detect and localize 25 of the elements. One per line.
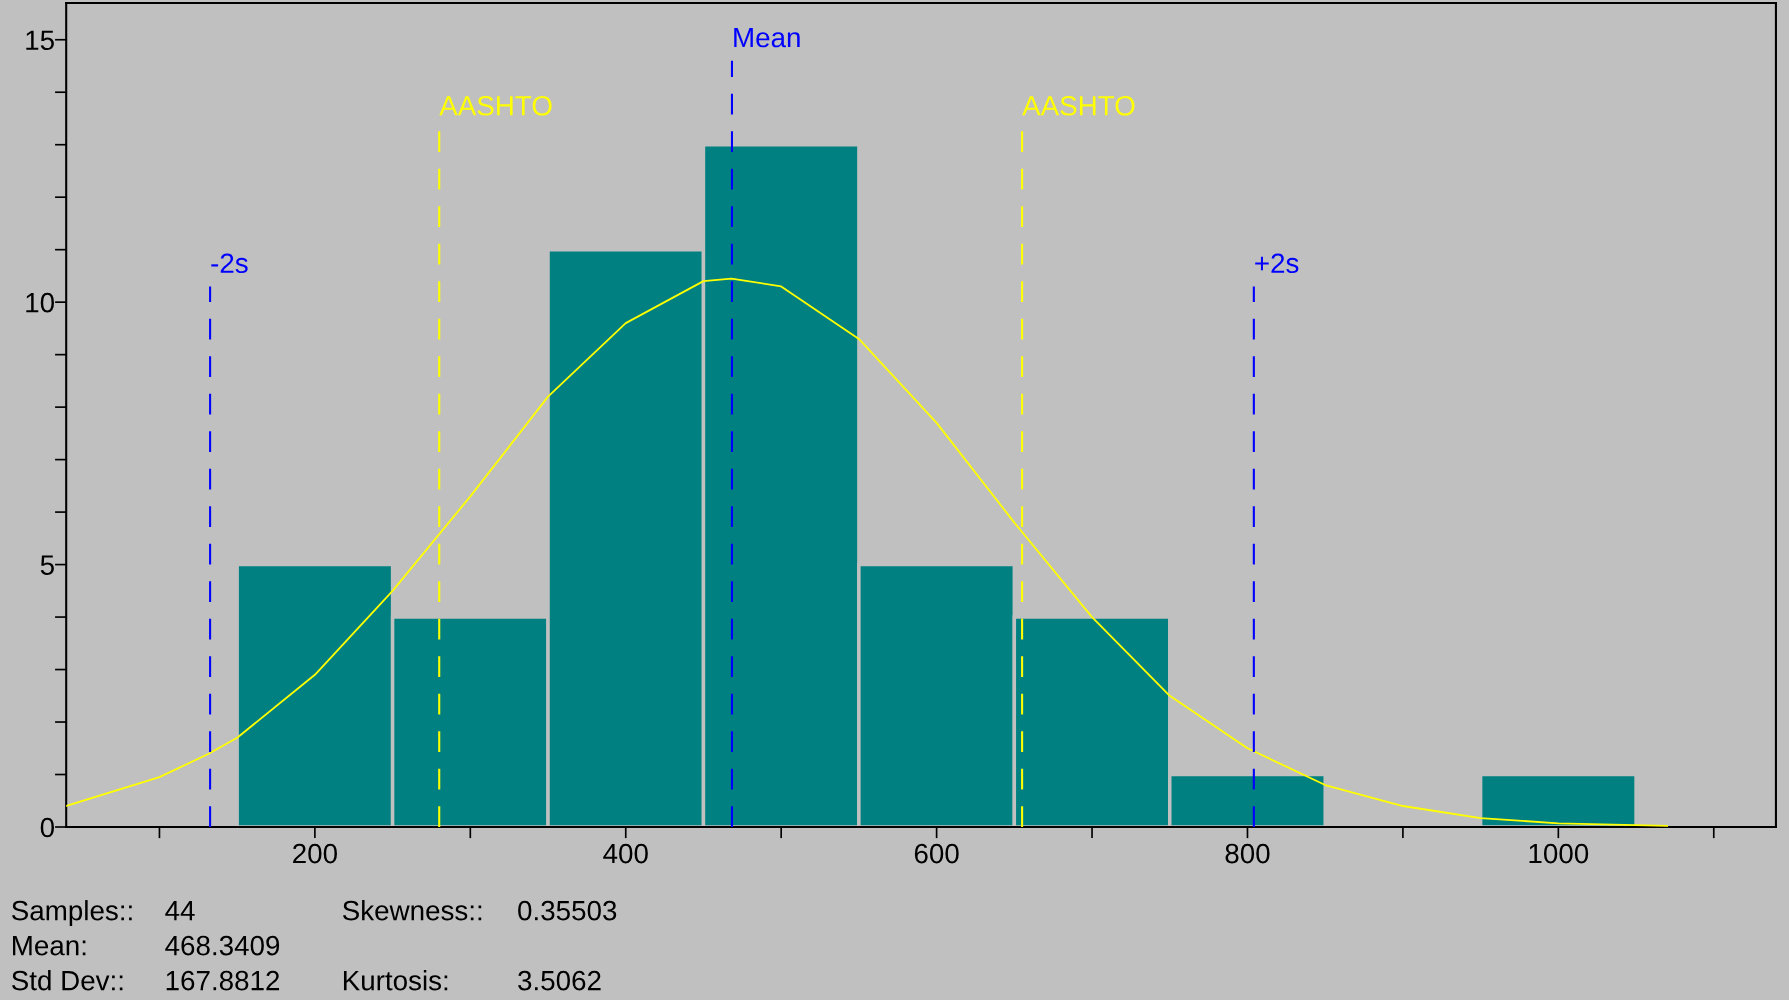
text: Std Dev:: bbox=[12, 970, 123, 991]
y-tick-label: 5 bbox=[40, 555, 54, 575]
x-tick-label: 200 bbox=[293, 843, 337, 864]
y-tick-label: 0 bbox=[40, 817, 54, 838]
line-series bbox=[66, 277, 1669, 827]
ref-line-label: AASHTO bbox=[1022, 95, 1135, 116]
y-tick-label: 15 bbox=[26, 30, 54, 51]
ref-line-label: +2s bbox=[1255, 253, 1299, 274]
text: 167.8812 bbox=[166, 970, 280, 991]
text: Kurtosis: bbox=[343, 970, 448, 991]
text: 3.5062 bbox=[518, 970, 601, 991]
x-tick-label: 400 bbox=[603, 843, 648, 864]
ref-line-label: AASHTO bbox=[439, 95, 552, 116]
y-tick-label: 10 bbox=[26, 292, 54, 313]
text: Skewness:: bbox=[342, 900, 482, 921]
x-tick-label: 600 bbox=[914, 843, 959, 864]
x-tick-label: 800 bbox=[1225, 843, 1270, 864]
text: Mean: bbox=[13, 936, 86, 956]
ref-line-label: -2s bbox=[211, 253, 248, 274]
x-tick-label: 1000 bbox=[1529, 843, 1589, 864]
ref-line-label: Mean bbox=[734, 27, 800, 48]
text: 0.35503 bbox=[518, 900, 617, 921]
text: 468.3409 bbox=[165, 935, 280, 956]
text: Samples:: bbox=[12, 900, 132, 926]
text: 44 bbox=[165, 901, 195, 921]
